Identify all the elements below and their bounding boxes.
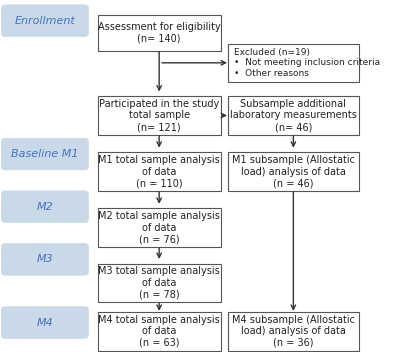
FancyBboxPatch shape <box>1 307 88 338</box>
Text: Assessment for eligibility
(n= 140): Assessment for eligibility (n= 140) <box>98 22 220 44</box>
Text: M2 total sample analysis
of data
(n = 76): M2 total sample analysis of data (n = 76… <box>98 211 220 244</box>
FancyBboxPatch shape <box>98 264 221 302</box>
FancyBboxPatch shape <box>1 138 88 170</box>
FancyBboxPatch shape <box>228 152 359 191</box>
FancyBboxPatch shape <box>98 152 221 191</box>
FancyBboxPatch shape <box>98 209 221 247</box>
Text: M4 subsample (Allostatic
load) analysis of data
(n = 36): M4 subsample (Allostatic load) analysis … <box>232 315 355 348</box>
FancyBboxPatch shape <box>1 5 88 36</box>
Text: M1 subsample (Allostatic
load) analysis of data
(n = 46): M1 subsample (Allostatic load) analysis … <box>232 155 355 188</box>
FancyBboxPatch shape <box>98 16 221 51</box>
Text: M4: M4 <box>36 318 53 327</box>
Text: M4 total sample analysis
of data
(n = 63): M4 total sample analysis of data (n = 63… <box>98 315 220 348</box>
Text: Baseline M1: Baseline M1 <box>11 149 79 159</box>
FancyBboxPatch shape <box>98 96 221 135</box>
Text: Enrollment: Enrollment <box>14 16 75 26</box>
FancyBboxPatch shape <box>228 96 359 135</box>
Text: M3: M3 <box>36 255 53 264</box>
FancyBboxPatch shape <box>1 244 88 275</box>
FancyBboxPatch shape <box>228 312 359 350</box>
Text: Subsample additional
laboratory measurements
(n= 46): Subsample additional laboratory measurem… <box>230 99 357 132</box>
Text: M2: M2 <box>36 202 53 212</box>
FancyBboxPatch shape <box>98 312 221 350</box>
FancyBboxPatch shape <box>1 191 88 223</box>
Text: M1 total sample analysis
of data
(n = 110): M1 total sample analysis of data (n = 11… <box>98 155 220 188</box>
Text: Excluded (n=19)
•  Not meeting inclusion criteria
•  Other reasons: Excluded (n=19) • Not meeting inclusion … <box>234 48 380 78</box>
FancyBboxPatch shape <box>228 44 359 82</box>
Text: Participated in the study
total sample
(n= 121): Participated in the study total sample (… <box>99 99 219 132</box>
Text: M3 total sample analysis
of data
(n = 78): M3 total sample analysis of data (n = 78… <box>98 266 220 299</box>
